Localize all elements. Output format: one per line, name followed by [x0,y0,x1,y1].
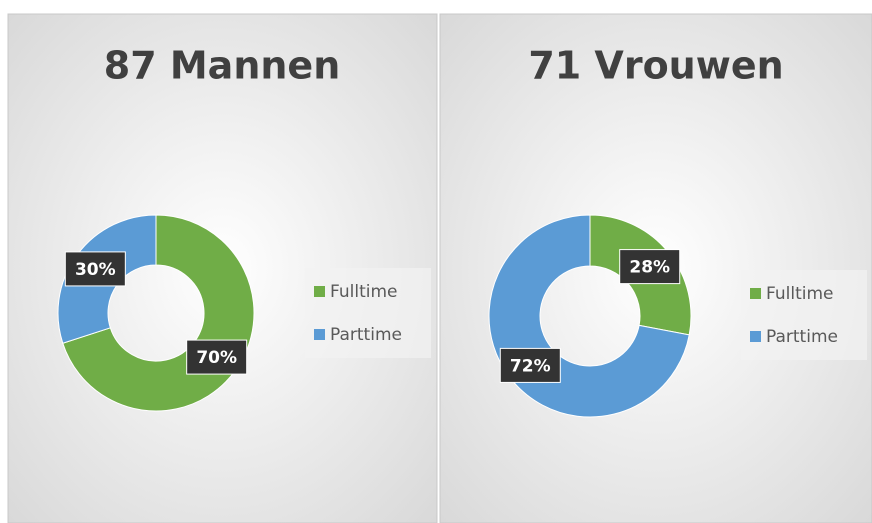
data-label-box [619,249,681,285]
legend-swatch [314,329,325,340]
data-label: 70% [196,348,237,368]
legend-label: Parttime [766,327,838,347]
legend-swatch [314,286,325,297]
data-label-box [499,347,561,383]
legend-label: Fulltime [766,284,833,304]
legend-label: Fulltime [330,282,397,302]
legend-swatch [750,331,761,342]
data-label-box [186,339,248,375]
data-label: 72% [510,356,551,376]
legend [741,270,867,360]
chart-title: 87 Mannen [104,44,341,88]
legend-swatch [750,288,761,299]
data-label-box [64,251,126,287]
data-label: 30% [75,260,116,280]
legend-label: Parttime [330,325,402,345]
data-label: 28% [629,258,670,278]
chart-title: 71 Vrouwen [528,44,783,88]
legend [305,268,431,358]
